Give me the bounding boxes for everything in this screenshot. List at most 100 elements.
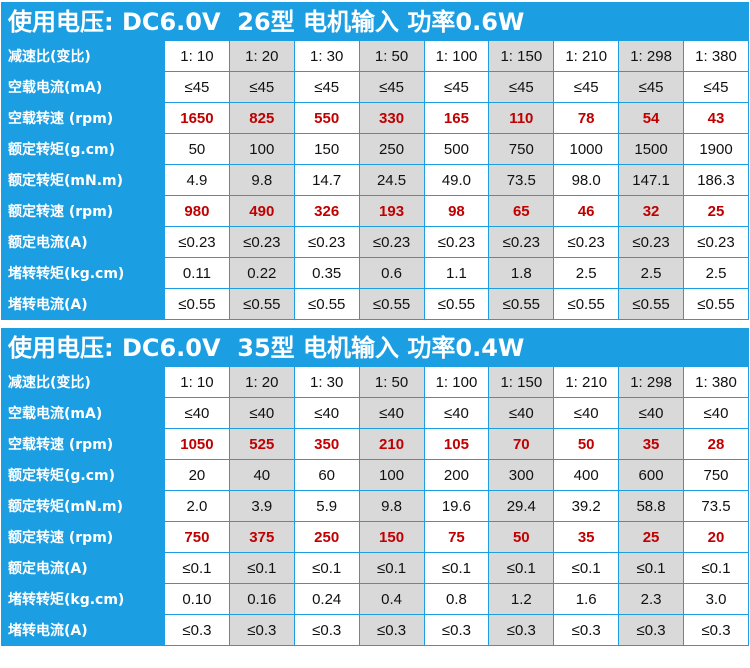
table-cell: 1: 30 — [293, 366, 360, 398]
table-cell: ≤40 — [553, 397, 620, 429]
table-cell: 1000 — [553, 133, 620, 165]
spec-block-35: 使用电压: DC6.0V 35型 电机输入 功率0.4W 减速比(变比) 1: 1… — [1, 326, 749, 646]
table-cell: ≤0.1 — [228, 552, 295, 584]
table-cell: 0.24 — [293, 583, 360, 615]
table-cell: ≤0.1 — [164, 552, 230, 584]
table-cell: ≤40 — [618, 397, 684, 429]
table-cell: 24.5 — [358, 164, 425, 196]
table-cell: 1: 50 — [358, 366, 425, 398]
row-label: 堵转转矩(kg.cm) — [1, 583, 165, 615]
table-cell: 1: 298 — [618, 366, 684, 398]
table-cell: 250 — [293, 521, 360, 553]
table-cell: 49.0 — [423, 164, 490, 196]
table-cell: ≤0.55 — [293, 288, 360, 320]
table-cell: 400 — [553, 459, 620, 491]
table-cell: 1050 — [164, 428, 230, 460]
table-cell: 100 — [358, 459, 425, 491]
table-cell: 28 — [683, 428, 749, 460]
table-cell: 1: 10 — [164, 40, 230, 72]
table-cell: 200 — [423, 459, 490, 491]
table-cell: 1: 10 — [164, 366, 230, 398]
table-cell: 73.5 — [488, 164, 555, 196]
table-cell: 0.4 — [358, 583, 425, 615]
table-cell: 43 — [683, 102, 749, 134]
block-title: 使用电压: DC6.0V 35型 电机输入 功率0.4W — [1, 326, 749, 366]
table-cell: ≤0.1 — [553, 552, 620, 584]
table-cell: 0.35 — [293, 257, 360, 289]
table-cell: 5.9 — [293, 490, 360, 522]
row-label: 额定转矩(mN.m) — [1, 164, 165, 196]
table-cell: 0.22 — [228, 257, 295, 289]
row-label: 额定电流(A) — [1, 226, 165, 258]
table-cell: ≤0.23 — [553, 226, 620, 258]
table-cell: 19.6 — [423, 490, 490, 522]
table-cell: ≤40 — [228, 397, 295, 429]
table-cell: 9.8 — [358, 490, 425, 522]
table-cell: 2.0 — [164, 490, 230, 522]
table-cell: 20 — [164, 459, 230, 491]
table-cell: 2.5 — [553, 257, 620, 289]
row-label: 空载电流(mA) — [1, 397, 165, 429]
table-row: 额定转矩(mN.m) 2.0 3.9 5.9 9.8 19.6 29.4 39.2 58.8 73… — [1, 490, 749, 522]
table-row: 减速比(变比) 1: 10 1: 20 1: 30 1: 50 1: 100 1: 150 1… — [1, 40, 749, 72]
row-label: 空载转速 (rpm) — [1, 428, 165, 460]
table-cell: 1500 — [618, 133, 684, 165]
table-cell: 9.8 — [228, 164, 295, 196]
table-cell: ≤45 — [553, 71, 620, 103]
row-label: 额定转矩(g.cm) — [1, 133, 165, 165]
table-cell: 98 — [423, 195, 490, 227]
table-cell: ≤45 — [683, 71, 749, 103]
table-row: 堵转转矩(kg.cm) 0.11 0.22 0.35 0.6 1.1 1.8 2.5 2.5 2.… — [1, 257, 749, 289]
table-cell: ≤0.1 — [358, 552, 425, 584]
table-cell: ≤0.23 — [228, 226, 295, 258]
table-cell: 2.5 — [683, 257, 749, 289]
table-cell: 300 — [488, 459, 555, 491]
row-label: 额定转速 (rpm) — [1, 195, 165, 227]
table-row: 空载电流(mA) ≤40 ≤40 ≤40 ≤40 ≤40 ≤40 ≤40 ≤40 ≤40 — [1, 397, 749, 429]
table-cell: 60 — [293, 459, 360, 491]
table-cell: 65 — [488, 195, 555, 227]
table-cell: 0.11 — [164, 257, 230, 289]
table-row: 额定转速 (rpm) 980 490 326 193 98 65 46 32 25 — [1, 195, 749, 227]
table-row: 额定转矩(mN.m) 4.9 9.8 14.7 24.5 49.0 73.5 98.0 147.… — [1, 164, 749, 196]
table-cell: 1650 — [164, 102, 230, 134]
table-cell: 1: 150 — [488, 40, 555, 72]
table-cell: ≤0.1 — [683, 552, 749, 584]
table-cell: 1: 30 — [293, 40, 360, 72]
table-cell: ≤40 — [423, 397, 490, 429]
table-cell: 105 — [423, 428, 490, 460]
table-cell: ≤0.3 — [164, 614, 230, 646]
table-cell: 35 — [618, 428, 684, 460]
table-row: 额定电流(A) ≤0.23 ≤0.23 ≤0.23 ≤0.23 ≤0.23 ≤0.23 ≤0.… — [1, 226, 749, 258]
table-cell: ≤40 — [358, 397, 425, 429]
table-cell: ≤0.1 — [618, 552, 684, 584]
table-cell: 186.3 — [683, 164, 749, 196]
table-cell: 46 — [553, 195, 620, 227]
table-cell: 40 — [228, 459, 295, 491]
table-cell: ≤0.55 — [683, 288, 749, 320]
table-cell: 1.6 — [553, 583, 620, 615]
table-cell: 3.0 — [683, 583, 749, 615]
table-cell: 1: 380 — [683, 40, 749, 72]
row-label: 减速比(变比) — [1, 366, 165, 398]
table-row: 堵转转矩(kg.cm) 0.10 0.16 0.24 0.4 0.8 1.2 1.6 2.3 3.… — [1, 583, 749, 615]
table-cell: ≤40 — [683, 397, 749, 429]
table-cell: ≤0.55 — [164, 288, 230, 320]
table-cell: 1900 — [683, 133, 749, 165]
table-cell: ≤0.3 — [293, 614, 360, 646]
row-label: 空载电流(mA) — [1, 71, 165, 103]
table-cell: 326 — [293, 195, 360, 227]
table-cell: 25 — [618, 521, 684, 553]
table-cell: ≤0.3 — [423, 614, 490, 646]
table-cell: 1: 100 — [423, 366, 490, 398]
table-cell: ≤45 — [618, 71, 684, 103]
spec-block-26: 使用电压: DC6.0V 26型 电机输入 功率0.6W 减速比(变比) 1: 1… — [1, 0, 749, 320]
table-cell: 375 — [228, 521, 295, 553]
spec-table: 减速比(变比) 1: 10 1: 20 1: 30 1: 50 1: 100 1: 150 1… — [1, 366, 749, 646]
table-cell: 39.2 — [553, 490, 620, 522]
table-cell: ≤0.23 — [423, 226, 490, 258]
table-row: 空载转速 (rpm) 1050 525 350 210 105 70 50 35 28 — [1, 428, 749, 460]
table-cell: 54 — [618, 102, 684, 134]
table-cell: 210 — [358, 428, 425, 460]
table-cell: ≤0.1 — [423, 552, 490, 584]
